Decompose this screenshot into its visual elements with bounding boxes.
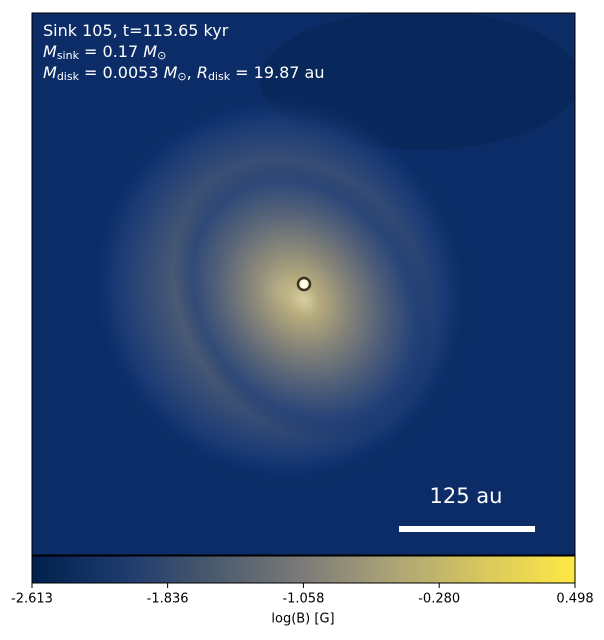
annotation: Mdisk = 0.0053 M⊙, Rdisk = 19.87 au bbox=[43, 63, 325, 84]
annotation-part: M bbox=[43, 42, 57, 61]
image: 125 au bbox=[32, 13, 575, 555]
colorbar bbox=[31, 555, 576, 584]
scale-bar-label: 125 au bbox=[430, 484, 503, 508]
annotation-part: M bbox=[164, 63, 178, 82]
disk-glow bbox=[173, 159, 435, 441]
sink-particle bbox=[296, 276, 312, 292]
image-frame bbox=[31, 12, 576, 556]
annotation-part: disk bbox=[57, 70, 80, 83]
annotation-part: Sink 105, t=113.65 kyr bbox=[43, 21, 229, 40]
colorbar-tick-label: -0.280 bbox=[418, 592, 460, 607]
colorbar-tick-label: -1.836 bbox=[147, 592, 189, 607]
colorbar-tick-label: -1.058 bbox=[282, 592, 324, 607]
annotation-part: M bbox=[43, 63, 57, 82]
colorbar-tick-label: 0.498 bbox=[556, 592, 593, 607]
annotation: Sink 105, t=113.65 kyr bbox=[43, 21, 229, 40]
annotation-part: ⊙ bbox=[177, 70, 186, 83]
annotation-part: , bbox=[187, 63, 197, 82]
annotation-part: = 0.17 bbox=[79, 42, 143, 61]
annotation-part: R bbox=[197, 63, 208, 82]
annotation-part: = 19.87 au bbox=[230, 63, 324, 82]
colorbar-label: log(B) [G] bbox=[271, 612, 334, 627]
annotation-part: sink bbox=[57, 49, 80, 62]
annotation: Msink = 0.17 M⊙ bbox=[43, 42, 166, 63]
annotation-part: ⊙ bbox=[157, 49, 166, 62]
annotation-part: M bbox=[143, 42, 157, 61]
annotation-part: disk bbox=[208, 70, 231, 83]
colorbar-tick-label: -2.613 bbox=[11, 592, 53, 607]
annotation-part: = 0.0053 bbox=[79, 63, 164, 82]
